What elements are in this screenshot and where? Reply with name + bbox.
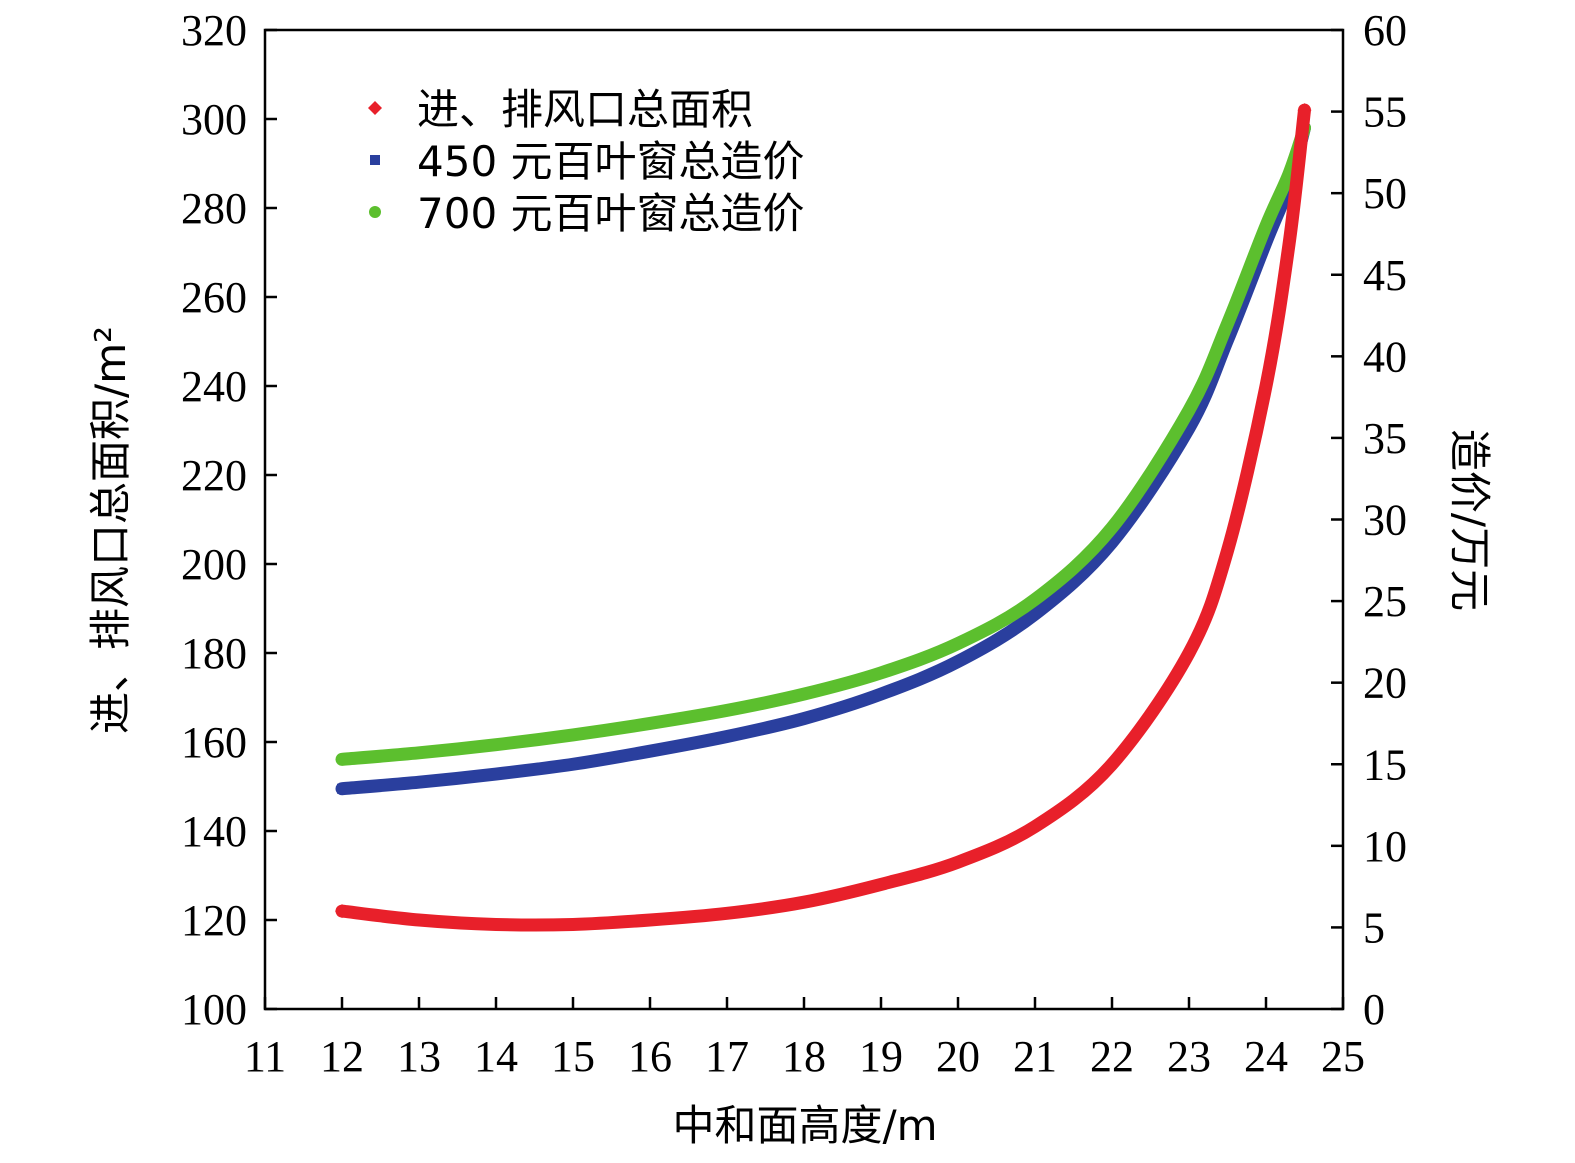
x-tick-label: 25 (1321, 1032, 1365, 1081)
series-marker (1297, 103, 1312, 118)
left-y-axis-title: 进、排风口总面积/m² (86, 326, 135, 734)
right-y-axis-title: 造价/万元 (1445, 429, 1494, 611)
left-y-tick-label: 280 (181, 184, 247, 233)
x-tick-label: 19 (859, 1032, 903, 1081)
legend-marker (370, 155, 380, 165)
right-y-tick-label: 5 (1363, 903, 1385, 952)
left-y-tick-label: 180 (181, 629, 247, 678)
left-y-tick-label: 100 (181, 985, 247, 1034)
right-y-tick-label: 25 (1363, 577, 1407, 626)
x-tick-label: 12 (320, 1032, 364, 1081)
left-y-tick-label: 320 (181, 6, 247, 55)
left-y-tick-label: 120 (181, 896, 247, 945)
left-y-tick-label: 160 (181, 718, 247, 767)
right-y-tick-label: 55 (1363, 88, 1407, 137)
legend-marker (369, 206, 381, 218)
x-tick-label: 11 (244, 1032, 286, 1081)
series-line (335, 103, 1311, 932)
x-tick-label: 16 (628, 1032, 672, 1081)
x-tick-label: 14 (474, 1032, 518, 1081)
right-y-tick-label: 60 (1363, 6, 1407, 55)
series-line (335, 121, 1311, 766)
right-y-tick-label: 35 (1363, 414, 1407, 463)
x-tick-label: 24 (1244, 1032, 1288, 1081)
left-y-tick-label: 200 (181, 540, 247, 589)
right-y-tick-label: 20 (1363, 659, 1407, 708)
series-marker (335, 904, 349, 919)
x-tick-label: 17 (705, 1032, 749, 1081)
series-1 (335, 103, 1312, 932)
legend-label: 700 元百叶窗总造价 (417, 189, 805, 238)
series-layer (335, 103, 1312, 932)
x-tick-label: 22 (1090, 1032, 1134, 1081)
legend-label: 450 元百叶窗总造价 (417, 137, 805, 186)
right-y-tick-label: 30 (1363, 496, 1407, 545)
right-y-tick-label: 45 (1363, 251, 1407, 300)
legend-marker (368, 101, 382, 115)
left-y-tick-label: 300 (181, 95, 247, 144)
right-y-tick-label: 10 (1363, 822, 1407, 871)
x-tick-label: 21 (1013, 1032, 1057, 1081)
right-y-tick-label: 15 (1363, 740, 1407, 789)
x-tick-label: 18 (782, 1032, 826, 1081)
left-y-tick-label: 240 (181, 362, 247, 411)
right-y-tick-label: 40 (1363, 332, 1407, 381)
series-marker (336, 753, 348, 766)
x-axis-title: 中和面高度/m (672, 1101, 937, 1150)
series-marker (337, 783, 347, 794)
legend-label: 进、排风口总面积 (417, 85, 753, 134)
right-y-tick-label: 50 (1363, 169, 1407, 218)
axes: 11 12 13 14 15 16 17 18 19 20 21 22 23 24 251001201401… (181, 6, 1407, 1081)
x-tick-label: 13 (397, 1032, 441, 1081)
left-y-tick-label: 260 (181, 273, 247, 322)
left-y-tick-label: 140 (181, 807, 247, 856)
left-y-tick-label: 220 (181, 451, 247, 500)
right-y-tick-label: 0 (1363, 985, 1385, 1034)
x-tick-label: 23 (1167, 1032, 1211, 1081)
x-tick-label: 15 (551, 1032, 595, 1081)
x-tick-label: 20 (936, 1032, 980, 1081)
